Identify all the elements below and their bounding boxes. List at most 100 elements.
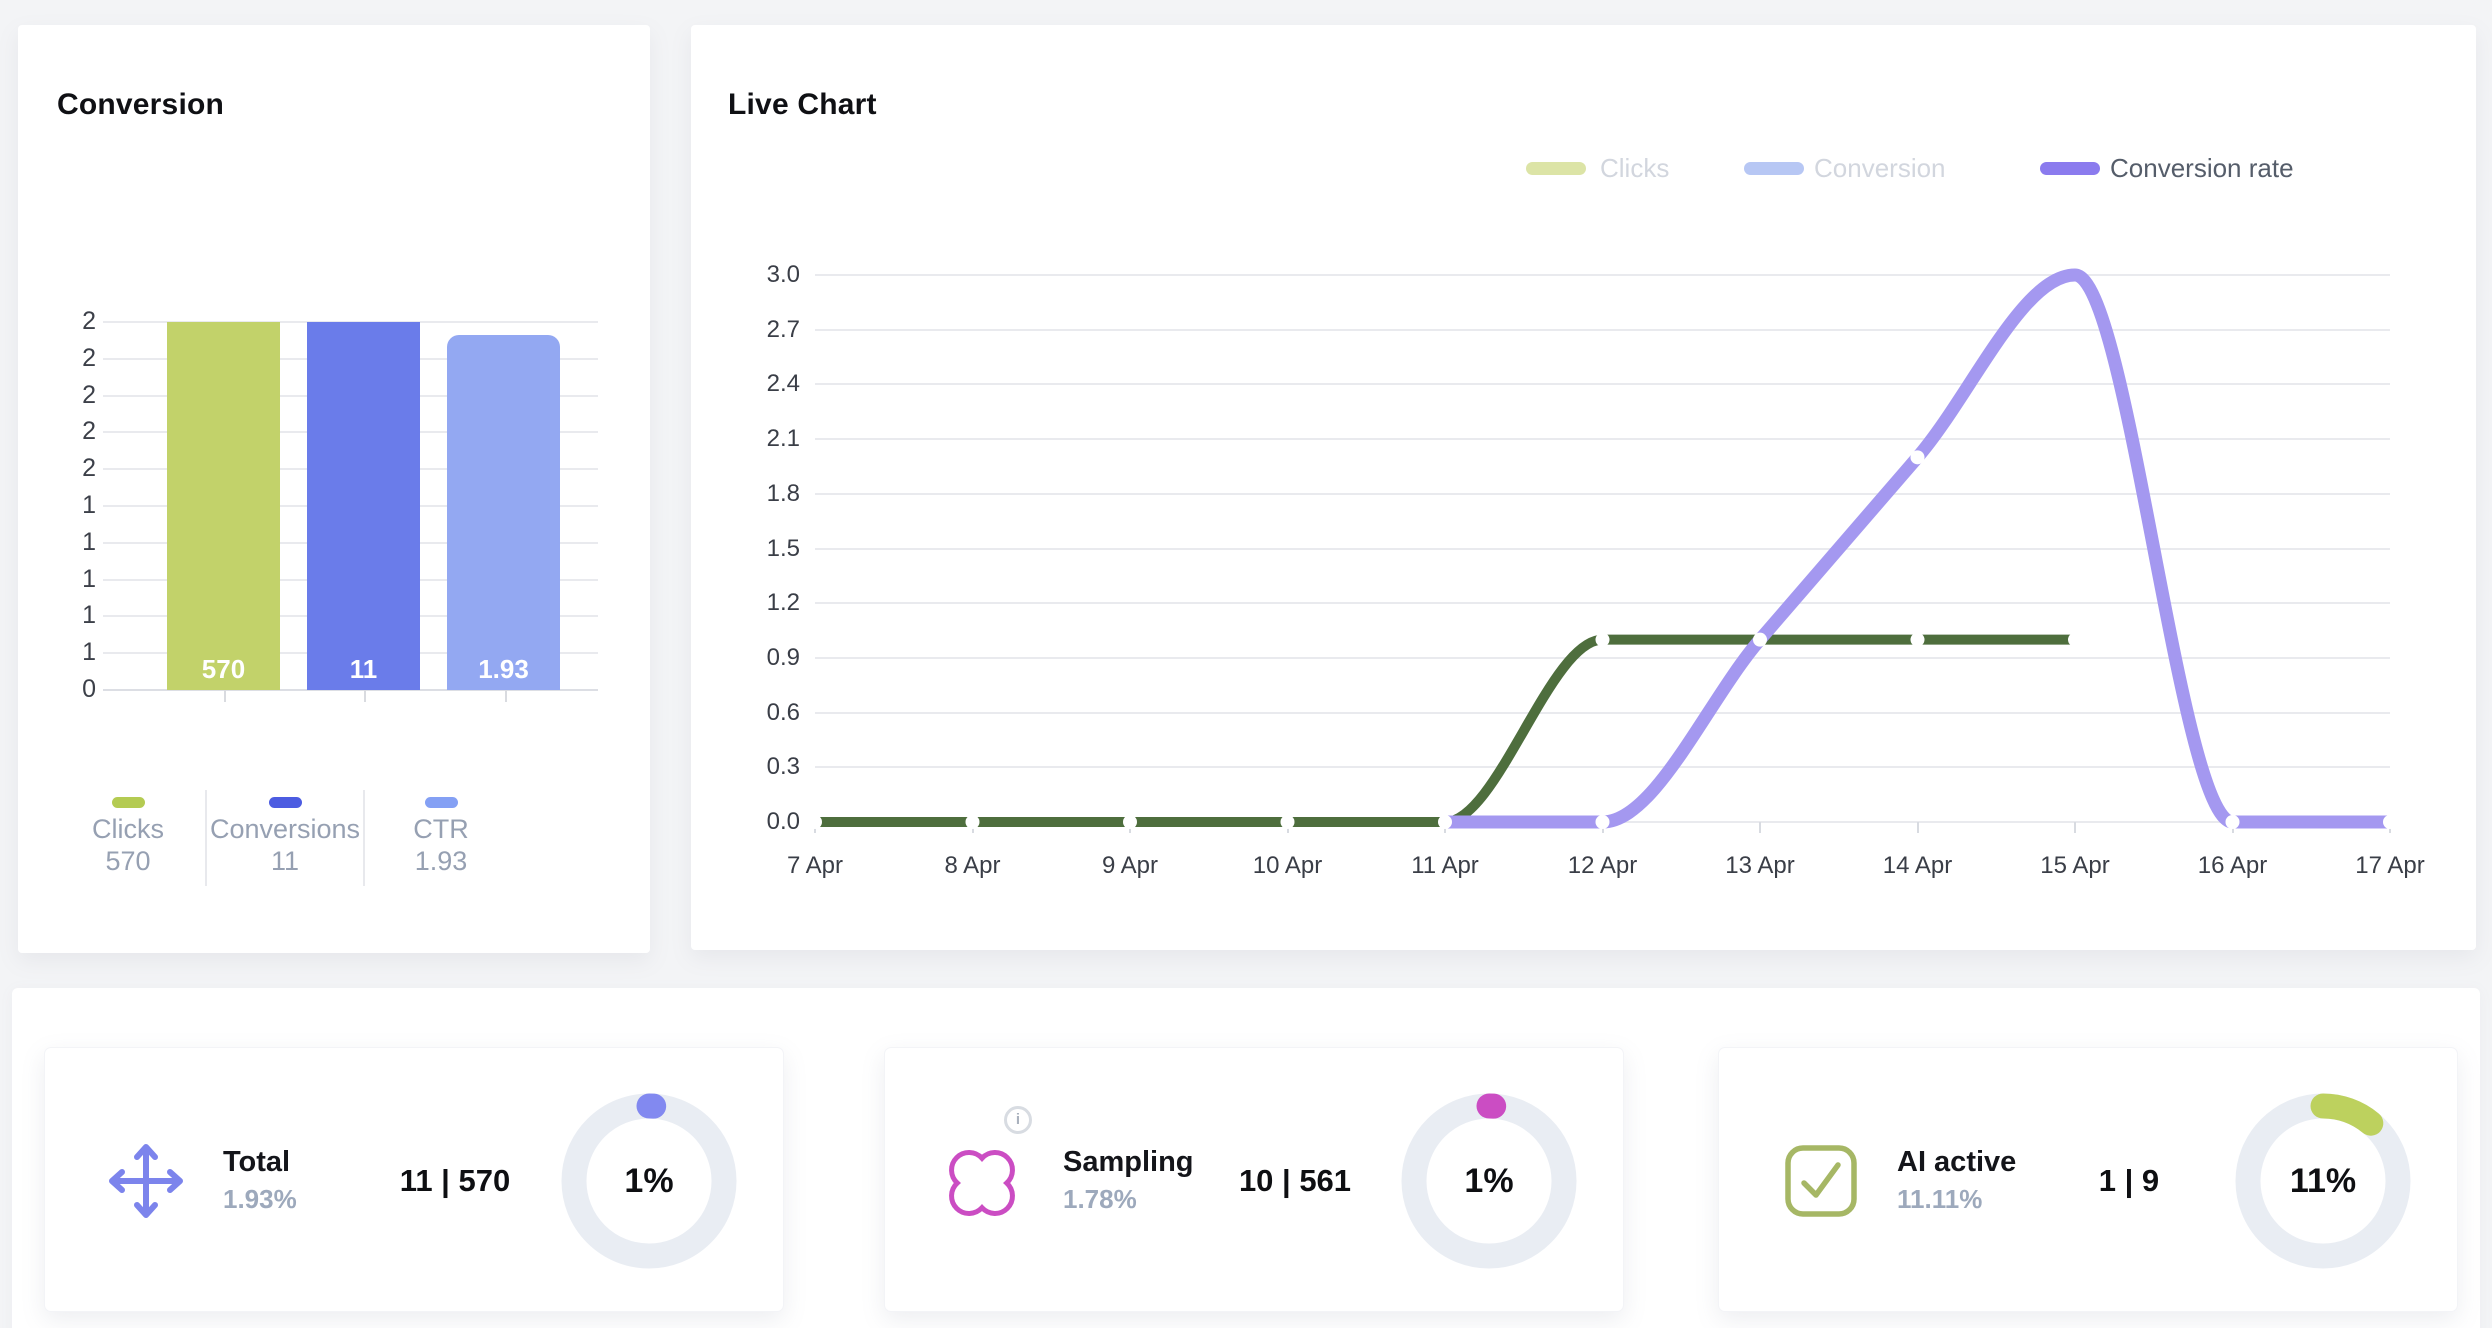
live-gridline xyxy=(815,656,2390,659)
bar-y-tick-label: 2 xyxy=(82,417,96,446)
legend-swatch xyxy=(2040,162,2100,175)
live-chart-legend: Clicks Conversion Conversion rate xyxy=(691,25,2476,225)
live-x-tick-label: 9 Apr xyxy=(1101,852,1159,879)
bar-conversions xyxy=(307,322,420,690)
summary-card-total: Total 1.93% 11 | 570 1% xyxy=(44,1047,784,1312)
data-point-marker xyxy=(2383,815,2397,829)
donut-sampling: 1% xyxy=(1399,1091,1579,1271)
legend-value: 1.93 xyxy=(414,846,468,876)
live-chart-axes: 3.0 2.7 2.4 2.1 1.8 1.5 1.2 0.9 0.6 0.3 0.0 7 Apr 8 … xyxy=(691,25,2476,950)
donut-total: 1% xyxy=(559,1091,739,1271)
summary-value: 11 | 570 xyxy=(399,1163,511,1198)
data-point-marker xyxy=(2068,632,2082,647)
legend-value: 570 xyxy=(105,846,151,876)
conversion-bar-chart: 2 2 2 2 2 1 1 1 1 1 0 570 11 1.93 Clicks 570 Conversions… xyxy=(18,25,650,953)
donut-ai-active: 11% xyxy=(2233,1091,2413,1271)
live-y-tick-label: 0.6 xyxy=(766,698,800,726)
bar-y-tick-label: 2 xyxy=(82,307,96,335)
live-legend-item-conversion[interactable]: Conversion xyxy=(1744,153,1946,184)
legend-swatch xyxy=(111,797,145,808)
legend-swatch xyxy=(424,797,458,808)
live-gridline xyxy=(815,766,2390,769)
summary-card-sampling: i Sampling 1.78% 10 | 561 1% xyxy=(884,1047,1624,1312)
live-y-tick-label: 1.8 xyxy=(766,479,800,507)
data-point-marker xyxy=(1123,815,1137,829)
donut-percent-label: 11% xyxy=(2289,1161,2357,1200)
live-gridline xyxy=(815,438,2390,441)
live-x-tick xyxy=(1759,822,1761,833)
legend-divider xyxy=(363,790,365,886)
bar-x-tick xyxy=(364,690,366,702)
summary-percent: 1.93% xyxy=(223,1184,297,1214)
summary-title: AI active xyxy=(1897,1146,2017,1178)
conversion-title: Conversion xyxy=(57,87,225,121)
data-point-marker xyxy=(808,815,822,829)
live-x-tick-label: 12 Apr xyxy=(1567,852,1638,879)
live-x-tick-label: 16 Apr xyxy=(2197,852,2268,879)
summary-card-ai-active: AI active 11.11% 1 | 9 11% xyxy=(1718,1047,2458,1312)
sampling-icon xyxy=(940,1139,1024,1223)
live-gridline xyxy=(815,711,2390,714)
live-chart-panel: Live Chart Clicks Conversion Conversion ra… xyxy=(691,25,2476,950)
bar-x-tick xyxy=(504,690,507,702)
data-point-marker xyxy=(2225,815,2240,829)
live-y-tick-label: 1.5 xyxy=(766,534,800,562)
bar-y-tick-label: 1 xyxy=(82,491,96,519)
move-icon xyxy=(104,1139,188,1223)
live-x-tick-label: 7 Apr xyxy=(786,852,844,879)
live-y-tick-label: 2.7 xyxy=(766,315,800,343)
legend-label: Conversion rate xyxy=(2110,153,2294,183)
bar-value-label: 1.93 xyxy=(478,654,529,684)
conversion-legend-item-conversions: Conversions 11 xyxy=(195,795,375,877)
summary-value: 1 | 9 xyxy=(2098,1163,2160,1198)
live-chart-plot xyxy=(808,268,2397,829)
bar-y-tick-label: 2 xyxy=(82,454,96,483)
bar-value-label: 570 xyxy=(201,654,246,684)
live-legend-item-clicks[interactable]: Clicks xyxy=(1526,153,1669,184)
live-x-tick-label: 13 Apr xyxy=(1725,852,1795,879)
bar-y-tick-label: 1 xyxy=(82,527,96,556)
live-y-tick-label: 3.0 xyxy=(766,261,800,288)
legend-divider xyxy=(205,790,207,886)
live-chart-title: Live Chart xyxy=(728,87,877,121)
live-y-tick-label: 0.3 xyxy=(766,753,800,781)
bar-gridline xyxy=(103,689,598,691)
bar-y-tick-label: 1 xyxy=(82,638,96,667)
bar-ctr xyxy=(447,334,560,690)
ai-active-icon xyxy=(1779,1139,1863,1223)
live-y-tick-label: 2.4 xyxy=(766,370,800,398)
data-point-marker xyxy=(1595,815,1610,829)
bar-y-tick-label: 0 xyxy=(82,675,96,703)
live-x-tick-label: 14 Apr xyxy=(1882,852,1953,879)
legend-value: 11 xyxy=(270,846,300,876)
bar-y-tick-label: 1 xyxy=(82,601,96,630)
conversion-legend-item-clicks: Clicks 570 xyxy=(38,795,218,877)
donut-percent-label: 1% xyxy=(1464,1161,1514,1200)
live-gridline xyxy=(815,274,2390,276)
data-point-marker xyxy=(1753,632,1767,647)
live-x-tick-label: 8 Apr xyxy=(944,852,1001,879)
bar-value-label: 11 xyxy=(349,654,378,684)
donut-percent-label: 1% xyxy=(624,1161,674,1200)
live-legend-item-conversion-rate[interactable]: Conversion rate xyxy=(2040,153,2294,184)
legend-label: CTR xyxy=(413,814,469,844)
line-series-conversion xyxy=(810,634,2080,828)
legend-swatch xyxy=(1744,162,1804,175)
legend-swatch xyxy=(1526,162,1586,175)
conversion-legend-item-ctr: CTR 1.93 xyxy=(351,795,531,877)
info-icon[interactable]: i xyxy=(1004,1106,1032,1134)
live-gridline xyxy=(815,328,2390,331)
legend-label: Conversions xyxy=(209,814,361,844)
summary-percent: 1.78% xyxy=(1063,1184,1137,1214)
data-point-marker xyxy=(1438,815,1452,829)
summary-percent: 11.11% xyxy=(1897,1184,1983,1214)
live-gridline xyxy=(815,602,2390,605)
data-point-marker xyxy=(965,815,980,829)
live-x-tick xyxy=(1916,822,1919,833)
bar-clicks xyxy=(167,322,280,690)
conversion-panel: Conversion 2 2 2 2 2 1 1 1 1 1 0 570 11 1.93 Clicks 570… xyxy=(18,25,650,953)
live-gridline xyxy=(815,492,2390,495)
live-y-tick-label: 2.1 xyxy=(766,425,800,453)
legend-label: Clicks xyxy=(92,814,164,844)
